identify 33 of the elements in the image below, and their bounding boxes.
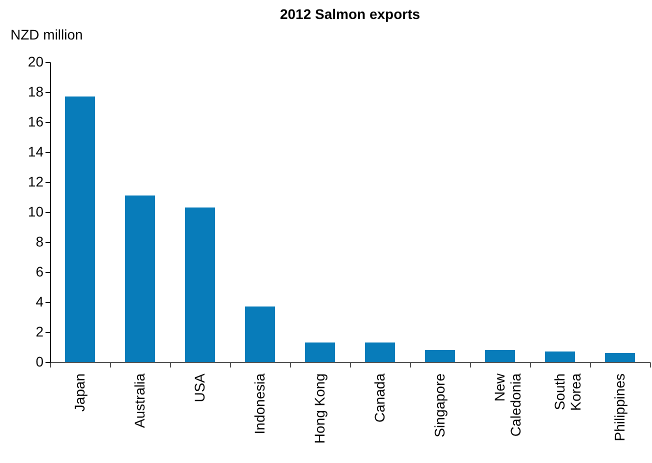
bar [605,353,635,362]
x-tick-label: Singapore [432,373,448,438]
chart-title: 2012 Salmon exports [280,6,420,22]
y-tick-label: 0 [36,354,44,370]
x-tick-label: USA [192,372,208,402]
bar [125,196,155,362]
bar [365,342,395,362]
y-tick-label: 10 [28,204,44,220]
x-tick-label: Indonesia [252,373,268,434]
y-tick-label: 8 [36,234,44,250]
x-tick-label: Australia [132,373,148,428]
y-tick-label: 4 [36,294,44,310]
y-tick-label: 18 [28,84,44,100]
y-tick-label: 6 [36,264,44,280]
y-tick-label: 20 [28,54,44,70]
y-tick-label: 12 [28,174,44,190]
bar [65,96,95,362]
y-axis-title: NZD million [10,26,83,42]
bar [425,350,455,362]
x-tick-label: Canada [372,373,388,423]
bar [185,208,215,362]
y-tick-label: 14 [28,144,44,160]
bar [485,350,515,362]
x-tick-label: Hong Kong [312,374,328,444]
y-tick-label: 16 [28,114,44,130]
y-tick-label: 2 [36,324,44,340]
bar [545,352,575,362]
x-tick-label: New Caledonia [492,372,524,437]
x-tick-label: Philippines [612,374,628,442]
x-tick-label: South Korea [552,373,584,411]
bar [245,306,275,362]
bar [305,342,335,362]
x-tick-label: Japan [72,374,88,412]
